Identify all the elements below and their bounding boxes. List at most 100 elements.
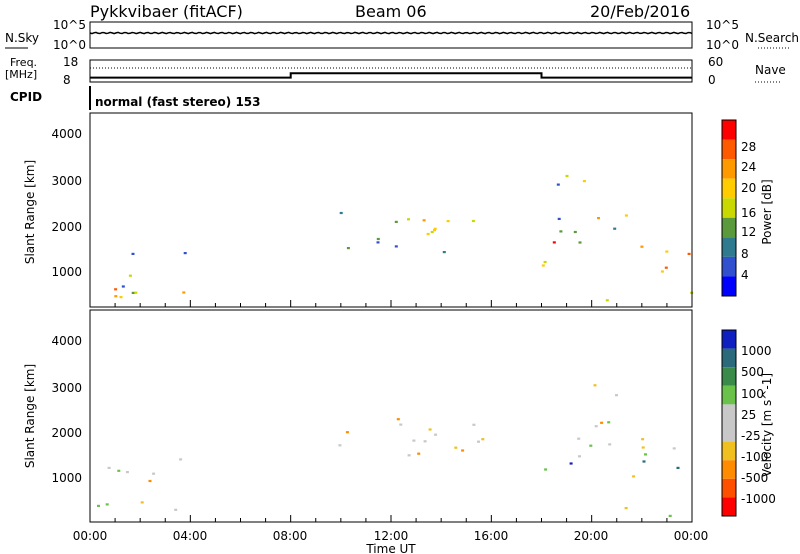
data-cell xyxy=(128,274,132,277)
x-axis-ticks xyxy=(89,300,693,522)
noise-tick-left-high: 10^5 xyxy=(53,18,86,32)
data-cell xyxy=(121,285,125,288)
colorbar-swatch xyxy=(722,404,736,423)
noise-tick-right-high: 10^5 xyxy=(706,18,739,32)
freq-tick-low: 8 xyxy=(63,73,71,87)
noise-series xyxy=(89,31,693,35)
power-ytick-2000: 2000 xyxy=(51,220,82,234)
colorbar-swatch xyxy=(722,139,736,160)
data-cell xyxy=(559,230,563,233)
data-cell xyxy=(134,291,138,294)
data-cell xyxy=(541,264,545,267)
colorbar-swatch xyxy=(722,120,736,140)
data-cell xyxy=(589,444,593,447)
data-cell xyxy=(434,433,438,436)
power-colorbar-tick-16: 16 xyxy=(741,206,756,220)
data-cell xyxy=(152,472,156,475)
data-cell xyxy=(376,237,380,241)
data-cell xyxy=(641,438,645,441)
data-cell xyxy=(446,220,450,223)
velocity-colorbar-tick-1000: 1000 xyxy=(741,344,772,358)
data-cell xyxy=(556,183,560,186)
data-cell xyxy=(641,446,645,449)
colorbar-swatch xyxy=(722,178,736,199)
data-cell xyxy=(578,241,582,244)
velocity-colorbar-tick-neg100: -100 xyxy=(741,450,768,464)
data-cell xyxy=(615,394,618,397)
colorbar-swatch xyxy=(722,423,736,442)
power-colorbar-tick-24: 24 xyxy=(741,160,756,174)
freq-tick-high: 18 xyxy=(63,55,78,69)
power-cells xyxy=(114,174,694,302)
noise-tick-right-low: 10^0 xyxy=(706,38,739,52)
data-cell xyxy=(394,220,398,223)
x-tick-0800: 08:00 xyxy=(273,529,308,543)
data-cell xyxy=(624,507,628,510)
cpid-label: CPID xyxy=(10,90,42,104)
colorbar-swatch xyxy=(722,237,736,257)
colorbar-swatch xyxy=(722,330,736,349)
data-cell xyxy=(687,252,691,255)
data-cell xyxy=(148,479,152,483)
frequency-panel xyxy=(89,59,693,83)
colorbar-swatch xyxy=(722,497,736,516)
data-cell xyxy=(608,443,612,446)
x-tick-2000: 20:00 xyxy=(574,529,609,543)
data-cell xyxy=(183,252,187,255)
noise-tick-left-low: 10^0 xyxy=(53,38,86,52)
nsky-label: N.Sky xyxy=(5,31,39,45)
power-panel xyxy=(89,112,694,308)
x-axis-label: Time UT xyxy=(365,542,416,554)
data-cell xyxy=(624,214,628,217)
data-cell xyxy=(345,431,349,434)
data-cell xyxy=(422,219,426,222)
velocity-ytick-2000: 2000 xyxy=(51,426,82,440)
data-cell xyxy=(597,217,600,220)
power-ytick-3000: 3000 xyxy=(51,174,82,188)
velocity-ytick-4000: 4000 xyxy=(51,334,82,348)
x-tick-1600: 16:00 xyxy=(474,529,509,543)
data-cell xyxy=(114,295,118,298)
freq-label-line2: [MHz] xyxy=(5,68,37,81)
velocity-colorbar-label: Velocity [m s^-1] xyxy=(760,373,774,477)
data-cell xyxy=(664,266,668,269)
power-ylabel: Slant Range [km] xyxy=(23,160,37,264)
colorbar-swatch xyxy=(722,478,736,498)
colorbar-swatch xyxy=(722,385,736,405)
data-cell xyxy=(477,440,480,443)
data-cell xyxy=(472,423,476,426)
data-cell xyxy=(433,229,436,232)
data-cell xyxy=(394,245,398,248)
data-cell xyxy=(461,449,465,452)
data-cell xyxy=(376,241,380,244)
data-cell xyxy=(672,447,676,450)
data-cell xyxy=(114,288,118,291)
velocity-ylabel: Slant Range [km] xyxy=(23,364,37,468)
data-cell xyxy=(117,469,121,472)
power-ytick-1000: 1000 xyxy=(51,265,82,279)
data-cell xyxy=(557,217,561,220)
data-cell xyxy=(396,418,400,421)
data-cell xyxy=(481,438,485,441)
data-cell xyxy=(600,421,604,424)
data-cell xyxy=(573,230,577,234)
data-cell xyxy=(339,211,343,215)
data-cell xyxy=(668,514,672,517)
data-cell xyxy=(131,252,135,255)
data-cell xyxy=(105,503,109,506)
data-cell xyxy=(423,440,427,443)
data-cell xyxy=(182,291,186,294)
x-tick-2400: 00:00 xyxy=(674,529,709,543)
power-colorbar-tick-4: 4 xyxy=(741,268,749,282)
data-cell xyxy=(543,260,547,264)
frequency-series xyxy=(90,72,692,79)
velocity-panel xyxy=(89,309,693,523)
colorbar-swatch xyxy=(722,367,736,386)
station-title: Pykkvibaer (fitACF) xyxy=(90,2,243,21)
data-cell xyxy=(594,425,598,428)
velocity-cells xyxy=(97,384,680,517)
colorbar-swatch xyxy=(722,441,736,461)
data-cell xyxy=(471,219,475,223)
data-cell xyxy=(552,241,556,244)
